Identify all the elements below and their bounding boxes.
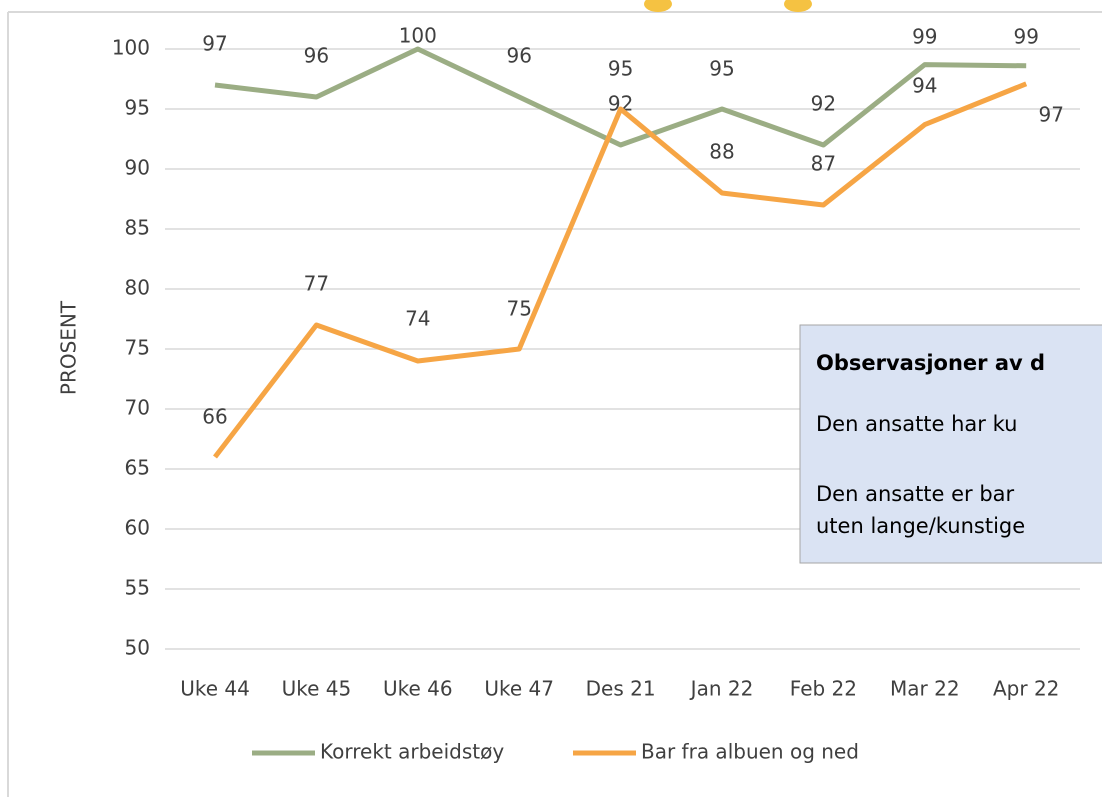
text-box-line: Den ansatte har ku <box>816 412 1017 436</box>
data-label: 75 <box>506 297 531 321</box>
y-tick-label: 100 <box>112 36 150 60</box>
data-label: 96 <box>506 44 531 68</box>
y-tick-label: 60 <box>125 516 150 540</box>
text-box-line: uten lange/kunstige <box>816 514 1025 538</box>
y-tick-label: 95 <box>125 96 150 120</box>
legend-label: Korrekt arbeidstøy <box>320 740 504 764</box>
x-tick-label: Des 21 <box>586 677 656 701</box>
x-tick-label: Uke 45 <box>282 677 352 701</box>
emoji <box>644 0 672 12</box>
data-label: 100 <box>399 24 437 48</box>
series-line <box>214 46 1027 148</box>
data-label: 92 <box>811 92 836 116</box>
text-box: Observasjoner av d Den ansatte har ku Den … <box>799 324 1102 564</box>
data-label: 74 <box>405 307 430 331</box>
x-tick-label: Mar 22 <box>890 677 960 701</box>
data-label: 95 <box>608 57 633 81</box>
data-label: 97 <box>202 32 227 56</box>
data-label: 88 <box>709 140 734 164</box>
y-tick-label: 65 <box>125 456 150 480</box>
data-label: 66 <box>202 405 227 429</box>
data-label: 87 <box>811 152 836 176</box>
data-label: 95 <box>709 57 734 81</box>
data-label: 77 <box>304 272 329 296</box>
data-label: 94 <box>912 74 937 98</box>
y-tick-label: 85 <box>125 216 150 240</box>
data-label: 99 <box>1013 25 1038 49</box>
x-tick-label: Uke 46 <box>383 677 453 701</box>
x-tick-label: Jan 22 <box>689 677 754 701</box>
data-label: 97 <box>1038 103 1063 127</box>
y-tick-label: 55 <box>125 576 150 600</box>
x-tick-label: Uke 47 <box>484 677 554 701</box>
text-box-bg <box>799 324 1102 564</box>
x-tick-label: Feb 22 <box>790 677 857 701</box>
y-tick-label: 50 <box>125 636 150 660</box>
y-tick-label: 70 <box>125 396 150 420</box>
series-line <box>213 81 1028 459</box>
y-tick-label: 90 <box>125 156 150 180</box>
y-tick-label: 75 <box>125 336 150 360</box>
legend-label: Bar fra albuen og ned <box>641 740 859 764</box>
text-box-title: Observasjoner av d <box>816 351 1045 375</box>
x-tick-label: Apr 22 <box>993 677 1059 701</box>
y-axis-title: PROSENT <box>57 300 81 395</box>
x-tick-label: Uke 44 <box>180 677 250 701</box>
y-tick-label: 80 <box>125 276 150 300</box>
data-label: 99 <box>912 25 937 49</box>
emoji <box>784 0 812 12</box>
data-label: 96 <box>304 44 329 68</box>
text-box-line: Den ansatte er bar <box>816 482 1015 506</box>
